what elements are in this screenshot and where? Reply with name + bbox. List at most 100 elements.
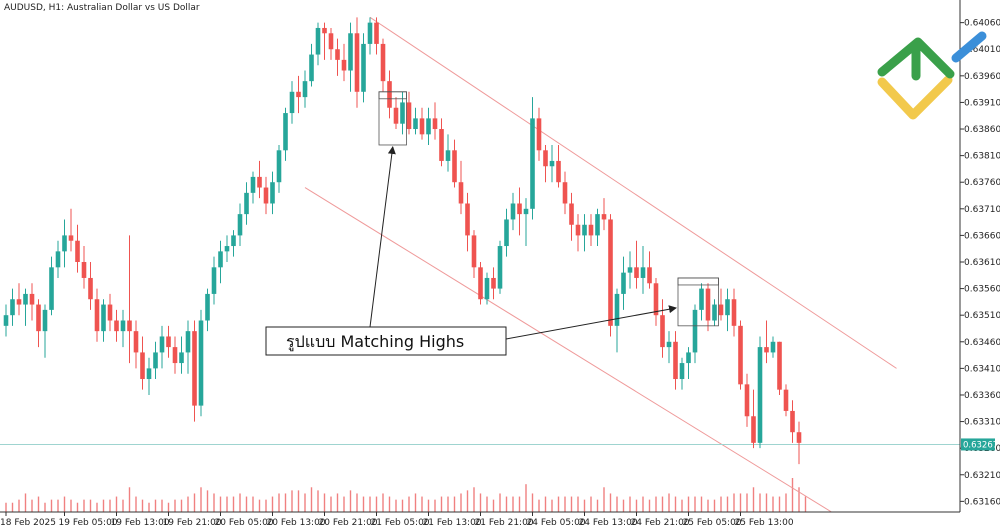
candle-body [725, 299, 730, 316]
candle-body [387, 81, 392, 108]
x-tick-label: 19 Feb 05:00 [59, 518, 118, 528]
candle-body [647, 267, 652, 284]
y-tick-label: 0.63560 [964, 285, 1000, 295]
candle-body [419, 118, 425, 135]
y-tick-label: 0.63410 [964, 364, 1000, 374]
candle-body [81, 262, 87, 278]
candle-body [666, 341, 672, 348]
volume-bars [5, 478, 807, 512]
candle-body [322, 27, 327, 34]
candles [3, 17, 802, 465]
candle-body [770, 341, 776, 353]
price-axis: 0.64060 0.64010 0.63960 0.63910 0.63860 0.638… [959, 0, 1000, 512]
candle-body [549, 160, 555, 167]
candle-body [426, 118, 431, 135]
candle-body [101, 304, 106, 332]
x-tick-label: 24 Feb 13:00 [579, 518, 638, 528]
y-tick-label: 0.63460 [964, 338, 1000, 348]
candle-body [790, 410, 795, 433]
channel-upper-line [369, 16, 897, 369]
candle-body [36, 304, 41, 332]
pattern-box-2-top [677, 277, 719, 286]
y-tick-label: 0.63760 [964, 178, 1000, 188]
x-tick-label: 19 Feb 21:00 [163, 518, 222, 528]
candle-body [783, 389, 789, 411]
x-tick-label: 20 Feb 21:00 [319, 518, 378, 528]
x-tick-label: 21 Feb 05:00 [371, 518, 430, 528]
candle-body [250, 176, 256, 193]
y-tick-label: 0.63660 [964, 231, 1000, 241]
candle-body [49, 267, 54, 310]
candle-body [296, 91, 301, 98]
x-tick-label: 25 Feb 05:00 [683, 518, 742, 528]
candle-body [328, 33, 334, 50]
x-tick-label: 24 Feb 05:00 [527, 518, 586, 528]
chart-title: AUDUSD, H1: Australian Dollar vs US Doll… [4, 3, 200, 13]
candle-body [75, 240, 80, 262]
candle-body [640, 267, 646, 278]
candle-body [361, 43, 366, 92]
y-tick-label: 0.64010 [964, 45, 1000, 55]
candle-body [523, 208, 529, 215]
candle-body [777, 341, 782, 390]
pattern-box-1-top [378, 91, 407, 100]
candle-body [751, 416, 756, 443]
candle-body [198, 320, 204, 406]
candle-body [705, 288, 711, 321]
y-tick-label: 0.63960 [964, 72, 1000, 82]
candle-body [406, 102, 412, 130]
candle-body [575, 224, 581, 236]
annotation-box: รูปแบบ Matching Highs [265, 326, 507, 356]
candle-body [159, 336, 165, 353]
arrow-to-box-2 [505, 305, 677, 340]
current-price-tag: 0.63267 [961, 438, 998, 451]
candle-body [731, 299, 737, 326]
candle-body [42, 309, 48, 332]
candle-body [153, 352, 158, 369]
candle-body [510, 203, 516, 220]
x-tick-label: 18 Feb 2025 [0, 518, 56, 528]
candle-body [478, 267, 483, 300]
candle-body [211, 267, 217, 294]
arrow-to-box-1 [369, 145, 396, 328]
candle-body [543, 150, 548, 167]
candle-body [764, 347, 769, 353]
candle-body [458, 182, 464, 204]
x-tick-label: 24 Feb 21:00 [631, 518, 690, 528]
candle-body [120, 320, 126, 332]
candle-body [88, 277, 93, 300]
candle-body [309, 54, 314, 82]
candle-body [471, 235, 477, 268]
candle-body [497, 246, 503, 289]
candle-body [445, 150, 451, 161]
candle-body [29, 293, 35, 305]
candle-body [679, 363, 685, 380]
annotation-arrows [369, 145, 677, 340]
candle-body [673, 341, 678, 380]
candle-body [452, 150, 457, 183]
y-tick-label: 0.63910 [964, 98, 1000, 108]
current-price-label: 0.63267 [963, 440, 998, 450]
candle-body [634, 267, 639, 278]
candle-body [94, 299, 100, 332]
candle-body [380, 43, 386, 82]
candle-body [283, 113, 288, 151]
candle-body [608, 219, 613, 326]
candle-body [3, 315, 9, 326]
candle-body [712, 304, 717, 321]
candle-body [205, 293, 210, 321]
candle-body [354, 33, 360, 92]
candle-body [588, 224, 594, 236]
y-tick-label: 0.63510 [964, 311, 1000, 321]
candle-body [757, 347, 763, 443]
candle-body [68, 235, 74, 241]
x-tick-label: 21 Feb 13:00 [423, 518, 482, 528]
candle-body [562, 182, 568, 204]
candle-body [133, 331, 139, 353]
x-tick-label: 20 Feb 05:00 [215, 518, 274, 528]
candle-body [231, 235, 236, 247]
candle-body [172, 347, 178, 364]
candle-body [114, 320, 119, 332]
